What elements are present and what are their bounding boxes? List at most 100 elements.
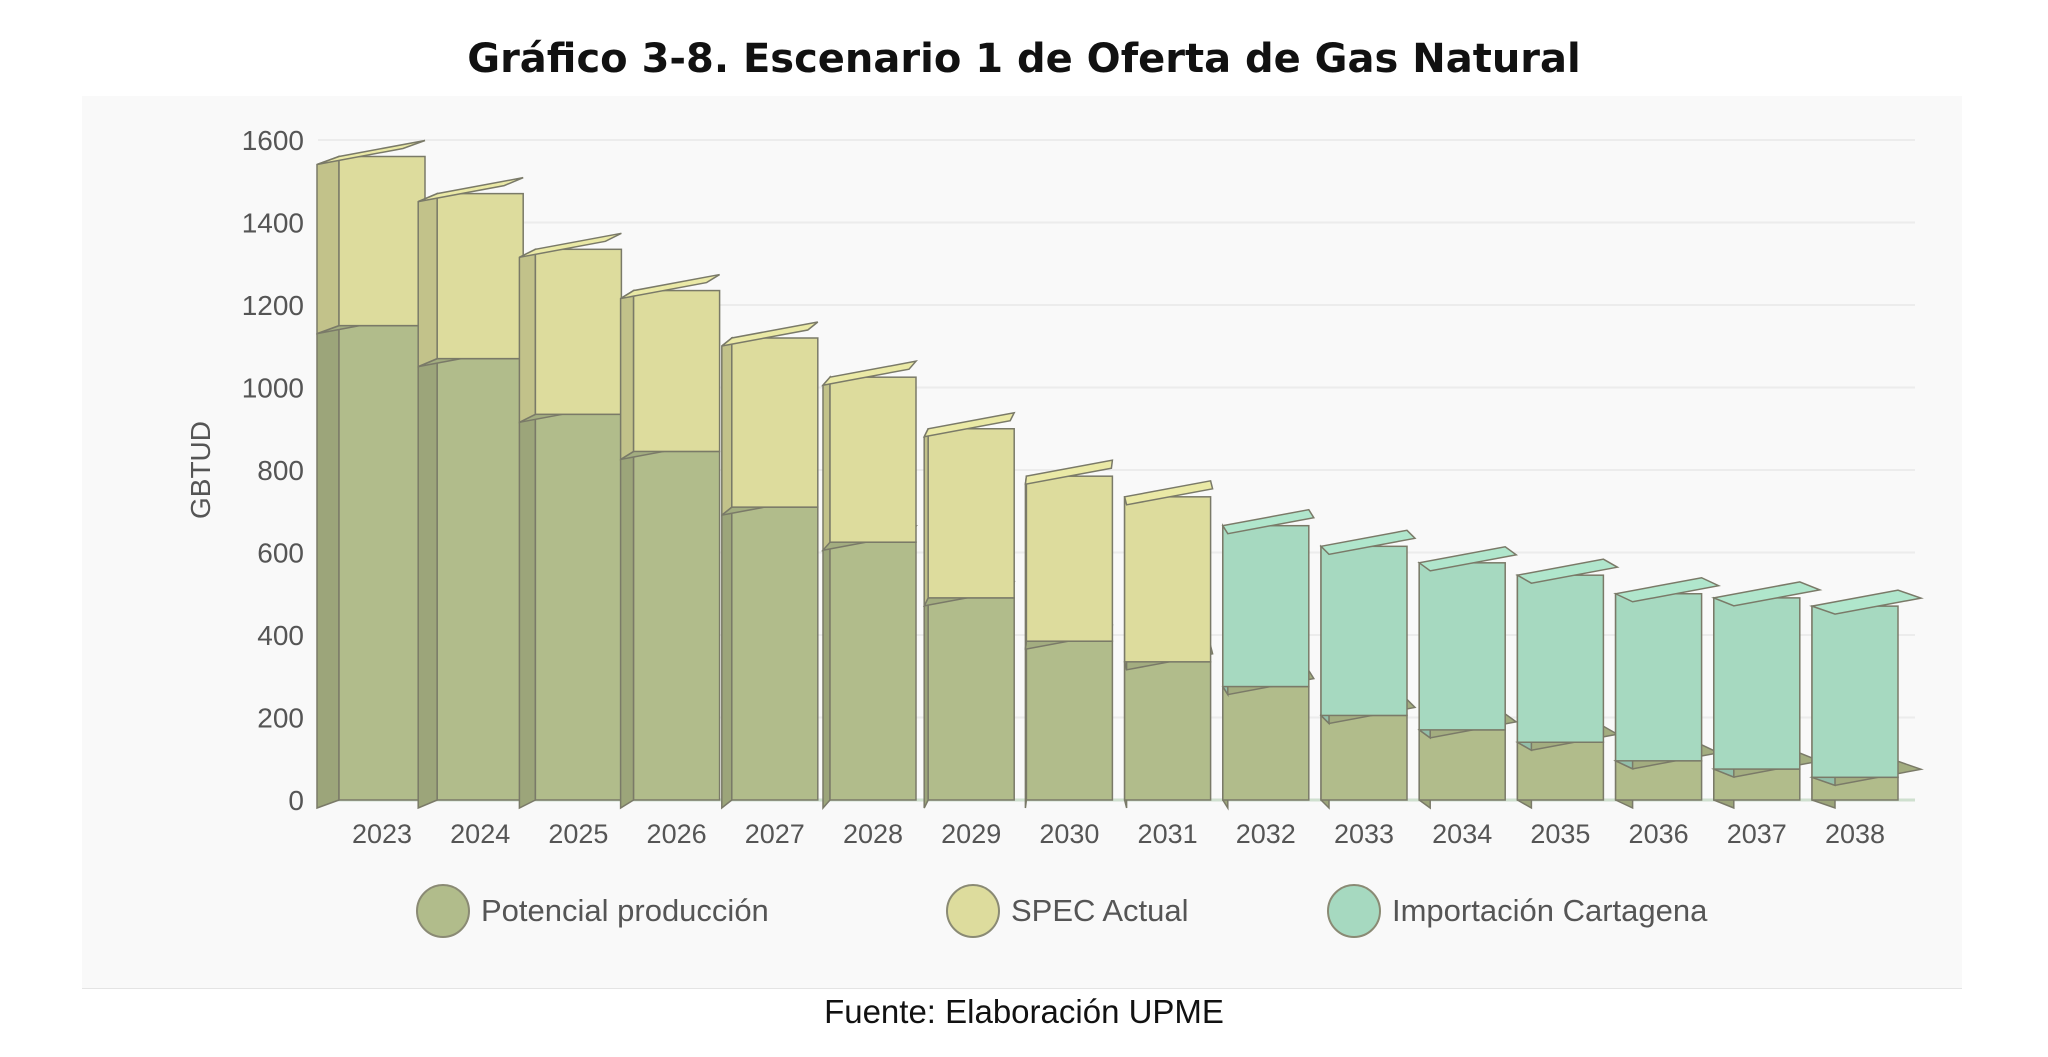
x-tick-label: 2034 (1432, 819, 1492, 849)
bar-front-face (1025, 640, 1114, 801)
bar-side-face (721, 336, 733, 517)
bar-top-face (1515, 558, 1620, 584)
bar-segment (721, 321, 819, 517)
bar-side-face (316, 324, 340, 810)
legend-swatch (416, 884, 470, 938)
bar-front-face (1025, 475, 1114, 642)
bar-front-face (927, 597, 1015, 801)
bar-side-face (417, 357, 438, 810)
bar-top-face (1613, 576, 1722, 603)
bar-top-face (1417, 546, 1519, 572)
x-tick-label: 2032 (1236, 819, 1296, 849)
y-tick-label: 0 (288, 785, 304, 816)
bar-segment (518, 232, 623, 424)
bar-top-face (316, 139, 426, 166)
x-tick-label: 2027 (745, 819, 805, 849)
bar-top-face (1319, 529, 1417, 556)
bar-front-face (436, 357, 524, 801)
legend-label: SPEC Actual (1011, 893, 1188, 928)
y-axis-label: GBTUD (185, 421, 216, 519)
legend-label: Importación Cartagena (1392, 893, 1708, 928)
bar-segment (1221, 508, 1316, 698)
bar-top-face (417, 176, 524, 203)
bar-front-face (436, 192, 524, 360)
x-tick-label: 2036 (1629, 819, 1689, 849)
bar-front-face (1222, 524, 1310, 688)
bar-front-face (1418, 729, 1506, 801)
bar-front-face (534, 248, 623, 416)
bar-top-face (721, 321, 819, 347)
source-note: Fuente: Elaboración UPME (824, 993, 1224, 1030)
bars (316, 139, 1924, 811)
x-tick-label: 2029 (941, 819, 1001, 849)
bar-front-face (731, 506, 819, 801)
bar-segment (1123, 479, 1214, 670)
x-tick-label: 2033 (1334, 819, 1394, 849)
bar-top-face (519, 232, 622, 259)
x-tick-label: 2031 (1138, 819, 1198, 849)
y-tick-label: 1400 (242, 208, 304, 239)
x-tick-label: 2037 (1727, 819, 1787, 849)
x-tick-label: 2028 (843, 819, 903, 849)
bar-front-face (829, 541, 917, 801)
chart-title: Gráfico 3-8. Escenario 1 de Oferta de Ga… (467, 36, 1581, 82)
legend: Potencial producción SPEC Actual Importaci… (416, 884, 1708, 938)
bar-segment (1024, 624, 1114, 809)
x-tick-label: 2030 (1039, 819, 1099, 849)
bar-front-face (1811, 605, 1899, 779)
bar-segment (1319, 529, 1417, 726)
bar-segment (1417, 546, 1519, 740)
bar-front-face (1123, 496, 1212, 663)
x-tick-label: 2024 (450, 819, 510, 849)
bar-front-face (534, 413, 623, 801)
bar-segment (1024, 459, 1114, 650)
bar-segment (922, 411, 1016, 607)
bar-segment (821, 360, 918, 553)
bar-front-face (338, 155, 426, 327)
bar-front-face (1320, 545, 1408, 717)
bar-top-face (620, 273, 720, 300)
bar-front-face (632, 289, 721, 453)
bar-front-face (632, 450, 721, 801)
bar-front-face (927, 428, 1015, 599)
bar-top-face (1221, 508, 1316, 535)
bar-segment (1515, 725, 1620, 810)
bar-segment (316, 139, 426, 335)
bar-front-face (1516, 574, 1605, 743)
bar-segment (417, 341, 524, 810)
y-tick-label: 1200 (242, 290, 304, 321)
bar-front-face (338, 324, 426, 801)
x-tick-label: 2038 (1825, 819, 1885, 849)
legend-swatch (946, 884, 1000, 938)
bar-segment (316, 308, 426, 810)
x-tick-label: 2026 (647, 819, 707, 849)
bar-segment (1809, 589, 1924, 787)
bar-segment (721, 490, 819, 810)
legend-swatch (1327, 884, 1381, 938)
bar-top-face (922, 411, 1016, 438)
bar-segment (619, 273, 721, 461)
bar-front-face (1614, 593, 1703, 762)
y-tick-label: 400 (257, 620, 304, 651)
bar-segment (619, 434, 721, 810)
bar-segment (1123, 644, 1214, 809)
bar-segment (922, 580, 1016, 809)
bar-segment (821, 525, 918, 810)
bar-side-face (721, 505, 733, 810)
y-tick-label: 1000 (242, 373, 304, 404)
bar-front-face (1123, 661, 1212, 801)
stacked-bar-chart: 0 200 400 600 800 1000 1200 1400 1600 GBTUD 2023 20… (185, 125, 1924, 938)
bar-segment (518, 397, 623, 810)
y-tick-label: 600 (257, 538, 304, 569)
x-tick-label: 2023 (352, 819, 412, 849)
bar-front-face (1418, 562, 1506, 731)
y-tick-label: 800 (257, 455, 304, 486)
bar-segment (1515, 558, 1620, 752)
bar-front-face (1320, 714, 1408, 801)
bar-top-face (821, 360, 918, 387)
bar-side-face (619, 289, 635, 461)
y-tick-label: 1600 (242, 125, 304, 156)
bar-front-face (1516, 741, 1605, 801)
bar-side-face (417, 192, 438, 368)
bar-top-face (1123, 479, 1214, 506)
